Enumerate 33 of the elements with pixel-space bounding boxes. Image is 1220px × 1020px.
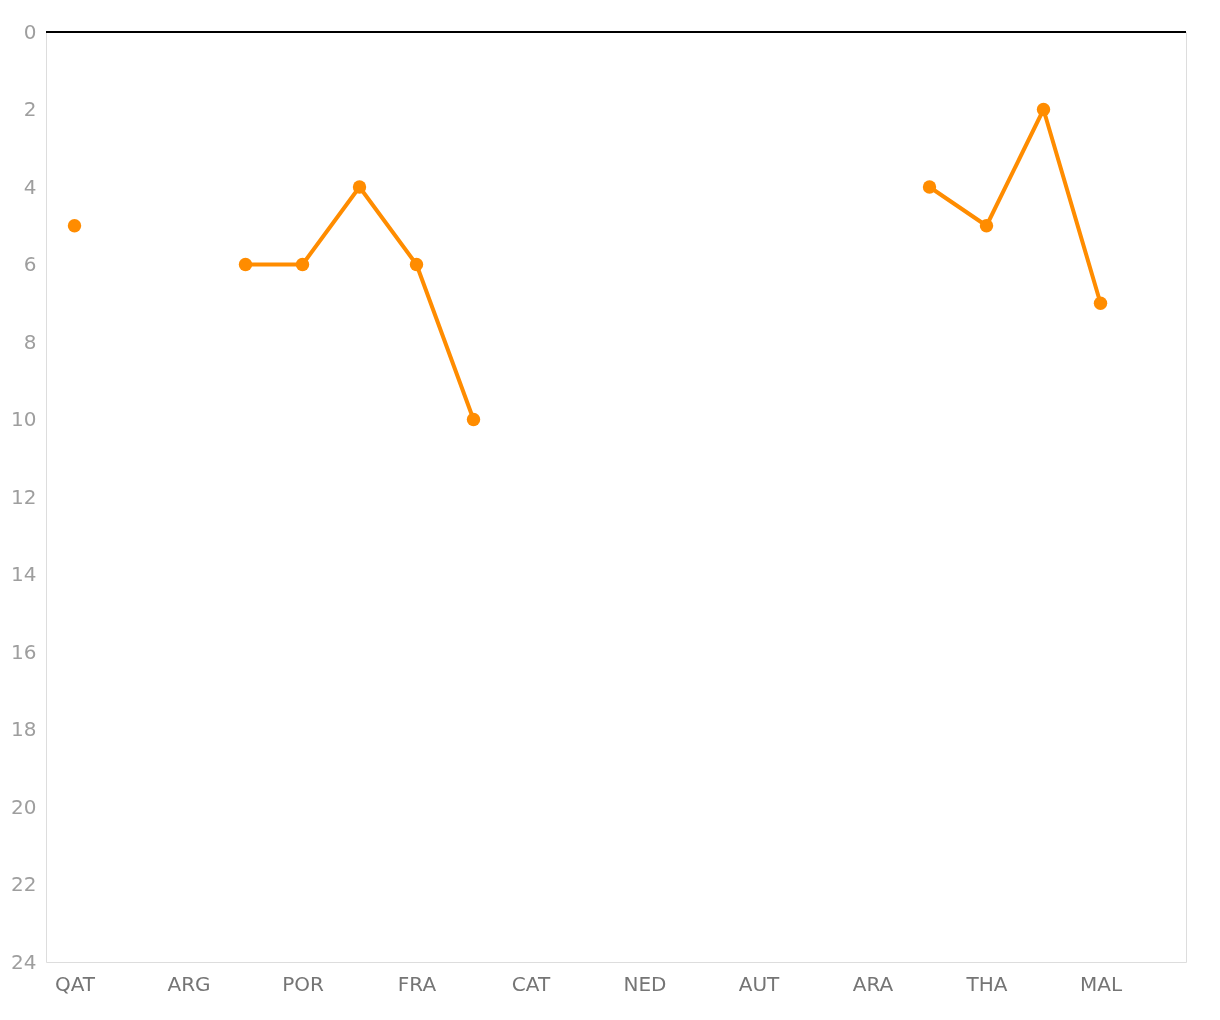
x-tick-label: AUT [738,971,781,996]
point [67,219,82,233]
point [352,180,367,194]
point [409,257,424,272]
y-tick-label: 2 [23,97,37,121]
x-tick-label: QAT [54,971,96,996]
y-tick-label: 24 [11,949,37,974]
x-tick-label: ARA [852,971,894,996]
point [979,219,994,233]
y-tick-label: 10 [11,407,37,431]
x-tick-label: FRA [397,971,437,996]
x-tick-label: MAL [1079,971,1123,996]
y-tick-label: 0 [23,19,37,44]
point [1036,102,1051,117]
point [238,257,253,272]
point [295,257,310,272]
x-tick-label: NED [623,971,667,996]
y-tick-label: 12 [11,484,37,509]
y-tick-label: 22 [11,872,37,896]
point [922,180,937,194]
x-tick-label: POR [282,971,324,996]
point [1093,296,1108,310]
x-tick-label: ARG [167,971,211,996]
y-tick-label: 14 [11,562,37,586]
y-tick-label: 18 [11,717,37,741]
y-tick-label: 20 [11,794,37,819]
y-tick-label: 4 [23,174,37,199]
y-tick-label: 16 [11,639,37,664]
x-tick-label: THA [965,971,1008,996]
y-tick-label: 8 [23,329,37,354]
y-tick-label: 6 [23,252,37,276]
point [466,412,481,427]
x-tick-label: CAT [511,971,551,996]
